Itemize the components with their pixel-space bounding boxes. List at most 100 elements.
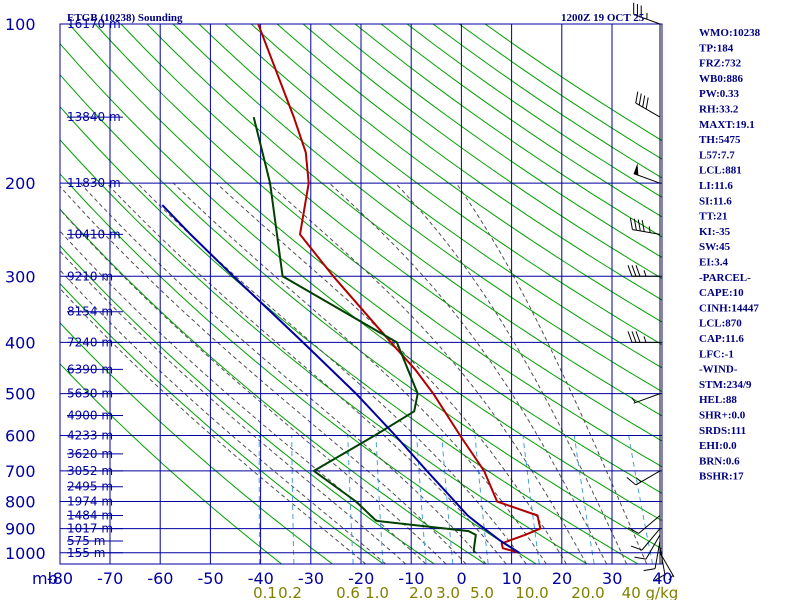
index-line: CINH:14447: [699, 302, 759, 314]
mixing-ratio-line: [474, 435, 489, 564]
index-line: WB0:886: [699, 73, 744, 85]
pressure-tick-label: 1000: [5, 544, 46, 563]
index-line: CAP:11.6: [699, 333, 744, 345]
mixing-ratio-label: 5.0: [470, 584, 494, 600]
wind-barb-flag: [642, 95, 646, 108]
pressure-tick-label: 600: [5, 426, 36, 445]
mixing-ratio-line: [522, 435, 540, 564]
wind-barb-flag: [641, 220, 645, 232]
temperature-tick-label: -60: [147, 569, 173, 588]
index-line: LCL:881: [699, 165, 742, 177]
index-line: TP:184: [699, 42, 734, 54]
wind-barb-half-flag: [643, 336, 647, 343]
pressure-tick-label: 100: [5, 15, 36, 34]
index-line: SI:11.6: [699, 195, 732, 207]
mixing-ratio-label: 10.0: [515, 584, 548, 600]
mixing-ratio-line: [573, 435, 595, 564]
index-line: STM:234/9: [699, 379, 752, 391]
sounding-time: 1200Z 19 OCT 25: [561, 12, 645, 24]
isobar-isotherm-grid: [59, 23, 663, 565]
temperature-tick-label: 40: [652, 569, 672, 588]
adiabat-background: [60, 24, 662, 564]
temperature-tick-label: -30: [298, 569, 324, 588]
wind-barb: [630, 528, 661, 551]
sounding-traces: [161, 24, 542, 554]
wind-barb-staff: [635, 470, 661, 486]
dry-adiabat: [302, 24, 662, 280]
wind-barb-flag: [638, 93, 642, 106]
temperature-tick-label: -70: [97, 569, 123, 588]
wind-barb: [635, 91, 661, 118]
moist-adiabat: [329, 182, 608, 564]
mixing-ratio-line: [628, 435, 654, 564]
wind-barb: [633, 2, 661, 25]
index-line: EI:3.4: [699, 257, 729, 269]
wind-barb-flag: [627, 331, 633, 343]
mixing-ratio-label: 3.0: [436, 584, 460, 600]
wind-barb: [634, 534, 661, 560]
index-line: WMO:10238: [699, 27, 761, 39]
wind-barb: [628, 515, 661, 534]
wind-barb-flag: [633, 218, 637, 231]
wind-barb-staff: [659, 552, 675, 578]
dry-adiabat: [60, 282, 384, 564]
mixing-ratio-line: [416, 435, 427, 564]
moist-adiabat: [106, 182, 507, 564]
dry-adiabat: [172, 24, 662, 393]
wind-barb-staff: [654, 540, 661, 569]
index-line: HEL:88: [699, 394, 737, 406]
index-line: FRZ:732: [699, 58, 742, 70]
wind-barb-flag: [643, 568, 656, 572]
index-line: LI:11.6: [699, 180, 733, 192]
dry-adiabat: [68, 24, 662, 494]
wind-barb-flag: [635, 91, 639, 104]
index-line: -WIND-: [699, 364, 738, 376]
wind-barb-flag: [631, 265, 637, 277]
dry-adiabat: [60, 106, 639, 564]
temperature-tick-label: 0: [457, 569, 467, 588]
dry-adiabat: [60, 322, 333, 564]
temperature-trace: [257, 24, 542, 554]
wind-barb: [629, 217, 661, 235]
index-line: CAPE:10: [699, 287, 744, 299]
moist-adiabat: [60, 230, 427, 564]
mixing-ratio-line: [347, 435, 354, 564]
indices-panel: WMO:10238 TP:184 FRZ:732 WB0:886 PW:0.33 RH:3…: [699, 27, 761, 483]
index-line: MAXT:19.1: [699, 119, 755, 131]
dry-adiabat: [328, 24, 662, 259]
index-line: RH:33.2: [699, 104, 739, 116]
temperature-tick-label: 20: [552, 569, 572, 588]
wind-barb-half-flag: [643, 270, 647, 277]
wind-barb-flag: [635, 331, 641, 343]
temperature-tick-label: 30: [602, 569, 622, 588]
mixing-ratio-line: [375, 435, 384, 564]
index-line: BSHR:17: [699, 471, 744, 483]
dry-adiabat: [60, 74, 662, 550]
mixing-ratio-label: 0.1: [253, 584, 277, 600]
wind-barb-flag: [627, 265, 633, 277]
wind-barb: [627, 331, 661, 343]
wind-barb: [659, 552, 675, 581]
wind-barb-staff: [632, 229, 661, 235]
dry-adiabat: [458, 24, 662, 160]
moist-adiabat: [267, 182, 587, 564]
wind-barb: [631, 393, 661, 404]
dewpoint-trace: [252, 116, 477, 554]
wind-barb-flag: [628, 527, 639, 534]
pressure-tick-label: 800: [5, 493, 36, 512]
mixing-ratio-line: [291, 435, 295, 564]
index-line: BRN:0.6: [699, 455, 740, 467]
mixing-ratio-line: [441, 435, 454, 564]
dry-adiabat: [60, 173, 537, 564]
index-line: EHI:0.0: [699, 440, 737, 452]
moist-adiabat: [136, 182, 527, 564]
moist-adiabat: [395, 182, 628, 564]
dry-adiabat: [60, 244, 435, 564]
dry-adiabat: [120, 24, 662, 442]
wind-barb-flag: [630, 545, 643, 551]
wind-barb-flag: [635, 265, 641, 277]
index-line: TT:21: [699, 211, 728, 223]
dry-adiabat: [60, 42, 662, 522]
